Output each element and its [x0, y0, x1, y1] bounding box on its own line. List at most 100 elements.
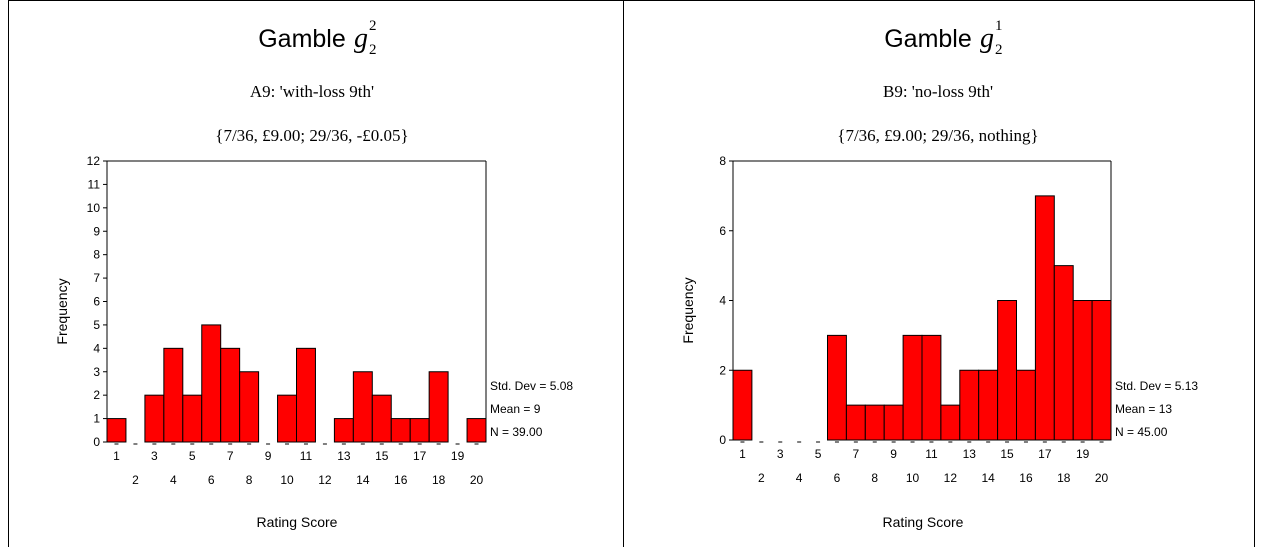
y-tick-label: 12: [87, 154, 101, 168]
stat-label: Mean = 13: [1115, 402, 1172, 416]
histogram-bar: [409, 418, 430, 443]
chart-title: Gamble: [884, 25, 972, 53]
y-tick-label: 8: [719, 154, 726, 168]
y-tick-label: 1: [93, 412, 100, 426]
x-tick-label: 10: [906, 471, 920, 485]
histogram-bar: [296, 347, 316, 443]
x-tick-label: 5: [815, 447, 822, 461]
y-tick-label: 6: [719, 224, 726, 238]
x-tick-label: 11: [300, 449, 313, 463]
y-tick-label: 6: [93, 295, 100, 309]
histogram-bar: [845, 404, 866, 441]
histogram-bar: [978, 369, 999, 441]
title-math-base: g: [354, 23, 368, 54]
x-tick-label: 11: [925, 447, 938, 461]
x-tick-label: 2: [758, 471, 765, 485]
x-tick-label: 7: [227, 449, 234, 463]
histogram-bar: [333, 418, 354, 443]
histogram-bar: [220, 347, 241, 443]
y-tick-label: 0: [719, 433, 726, 447]
x-tick-label: 8: [246, 473, 253, 487]
x-tick-label: 9: [890, 447, 897, 461]
histogram-bar: [997, 300, 1018, 441]
histogram-bar: [390, 418, 411, 443]
stat-label: N = 45.00: [1115, 425, 1168, 439]
x-tick-label: 16: [1019, 471, 1033, 485]
x-tick-label: 3: [151, 449, 158, 463]
x-tick-label: 4: [796, 471, 803, 485]
histogram-bar: [163, 347, 184, 443]
x-tick-label: 19: [451, 449, 465, 463]
histogram-bar: [1053, 265, 1074, 441]
x-tick-label: 4: [170, 473, 177, 487]
title-math-base: g: [980, 23, 994, 54]
chart-description: {7/36, £9.00; 29/36, nothing}: [837, 126, 1038, 145]
histogram-bar: [201, 324, 222, 443]
figure-frame: [8, 0, 1255, 547]
title-math-subscript: 2: [995, 42, 1003, 58]
title-math-superscript: 1: [995, 18, 1003, 34]
x-tick-label: 12: [944, 471, 958, 485]
y-tick-label: 9: [93, 224, 100, 238]
histogram-bar: [921, 334, 942, 441]
y-tick-label: 2: [719, 363, 726, 377]
x-tick-label: 13: [337, 449, 351, 463]
x-tick-label: 17: [413, 449, 427, 463]
histogram-bar: [1091, 300, 1112, 441]
y-tick-label: 3: [93, 365, 100, 379]
y-tick-label: 2: [93, 388, 100, 402]
x-axis-label: Rating Score: [883, 514, 964, 530]
y-axis-label: Frequency: [680, 277, 696, 343]
histogram-bar: [883, 404, 904, 441]
x-tick-label: 3: [777, 447, 784, 461]
stat-label: N = 39.00: [490, 425, 543, 439]
y-tick-label: 5: [93, 318, 100, 332]
y-tick-label: 7: [93, 271, 100, 285]
x-axis-label: Rating Score: [257, 514, 338, 530]
x-tick-label: 16: [394, 473, 408, 487]
histogram-bar: [182, 394, 203, 443]
x-tick-label: 10: [280, 473, 294, 487]
histogram-bar: [239, 371, 260, 443]
y-tick-label: 11: [88, 177, 101, 191]
histogram-bar: [940, 404, 961, 441]
x-tick-label: 13: [963, 447, 977, 461]
histogram-bar: [352, 371, 373, 443]
histogram-bar: [428, 371, 449, 443]
x-tick-label: 18: [1057, 471, 1071, 485]
x-tick-label: 1: [739, 447, 746, 461]
x-tick-label: 5: [189, 449, 196, 463]
title-math-superscript: 2: [369, 18, 377, 34]
x-tick-label: 19: [1076, 447, 1090, 461]
x-tick-label: 12: [318, 473, 332, 487]
histogram-bar: [864, 404, 885, 441]
histogram-bar: [1016, 369, 1036, 441]
histogram-bar: [1072, 300, 1093, 441]
x-tick-label: 14: [981, 471, 995, 485]
y-tick-label: 4: [719, 294, 726, 308]
x-tick-label: 15: [1000, 447, 1014, 461]
stat-label: Std. Dev = 5.13: [1115, 379, 1198, 393]
histogram-bar: [959, 369, 980, 441]
x-tick-label: 8: [871, 471, 878, 485]
x-tick-label: 9: [265, 449, 272, 463]
y-tick-label: 10: [87, 201, 101, 215]
chart-title: Gamble: [258, 25, 346, 53]
x-tick-label: 7: [853, 447, 860, 461]
chart-subtitle: A9: 'with-loss 9th': [250, 82, 374, 101]
x-tick-label: 15: [375, 449, 389, 463]
chart-subtitle: B9: 'no-loss 9th': [883, 82, 993, 101]
histogram-bar: [902, 334, 923, 441]
histogram-bar: [277, 394, 297, 443]
x-tick-label: 20: [1095, 471, 1109, 485]
histogram-bar: [1034, 195, 1055, 441]
stat-label: Mean = 9: [490, 402, 541, 416]
chart-description: {7/36, £9.00; 29/36, -£0.05}: [215, 126, 408, 145]
x-tick-label: 1: [113, 449, 120, 463]
histogram-bar: [371, 394, 392, 443]
x-tick-label: 17: [1038, 447, 1052, 461]
histogram-bar: [106, 418, 127, 443]
histogram-bar: [466, 418, 487, 443]
